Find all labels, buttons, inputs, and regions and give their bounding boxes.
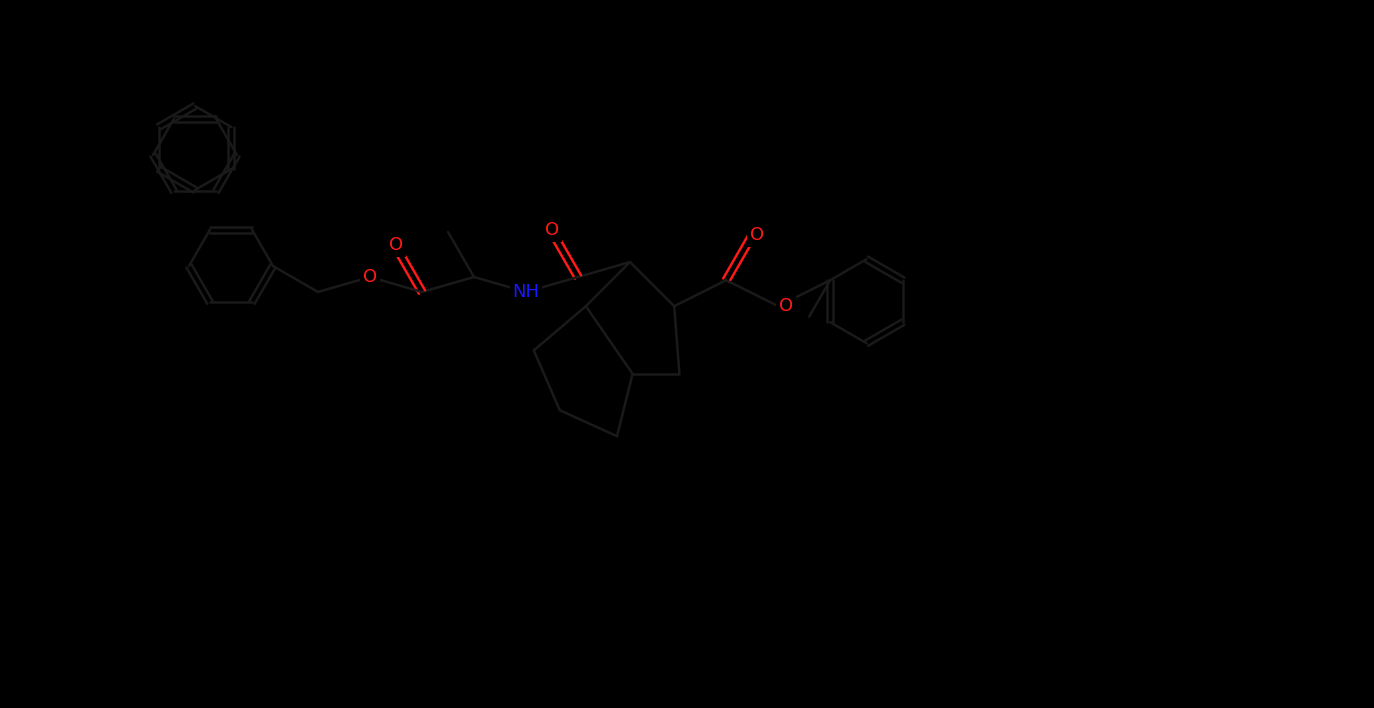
- Text: O: O: [389, 236, 403, 254]
- Text: O: O: [779, 297, 793, 315]
- Text: O: O: [363, 268, 376, 286]
- Text: NH: NH: [513, 283, 540, 301]
- Text: O: O: [750, 226, 764, 244]
- Text: O: O: [545, 221, 559, 239]
